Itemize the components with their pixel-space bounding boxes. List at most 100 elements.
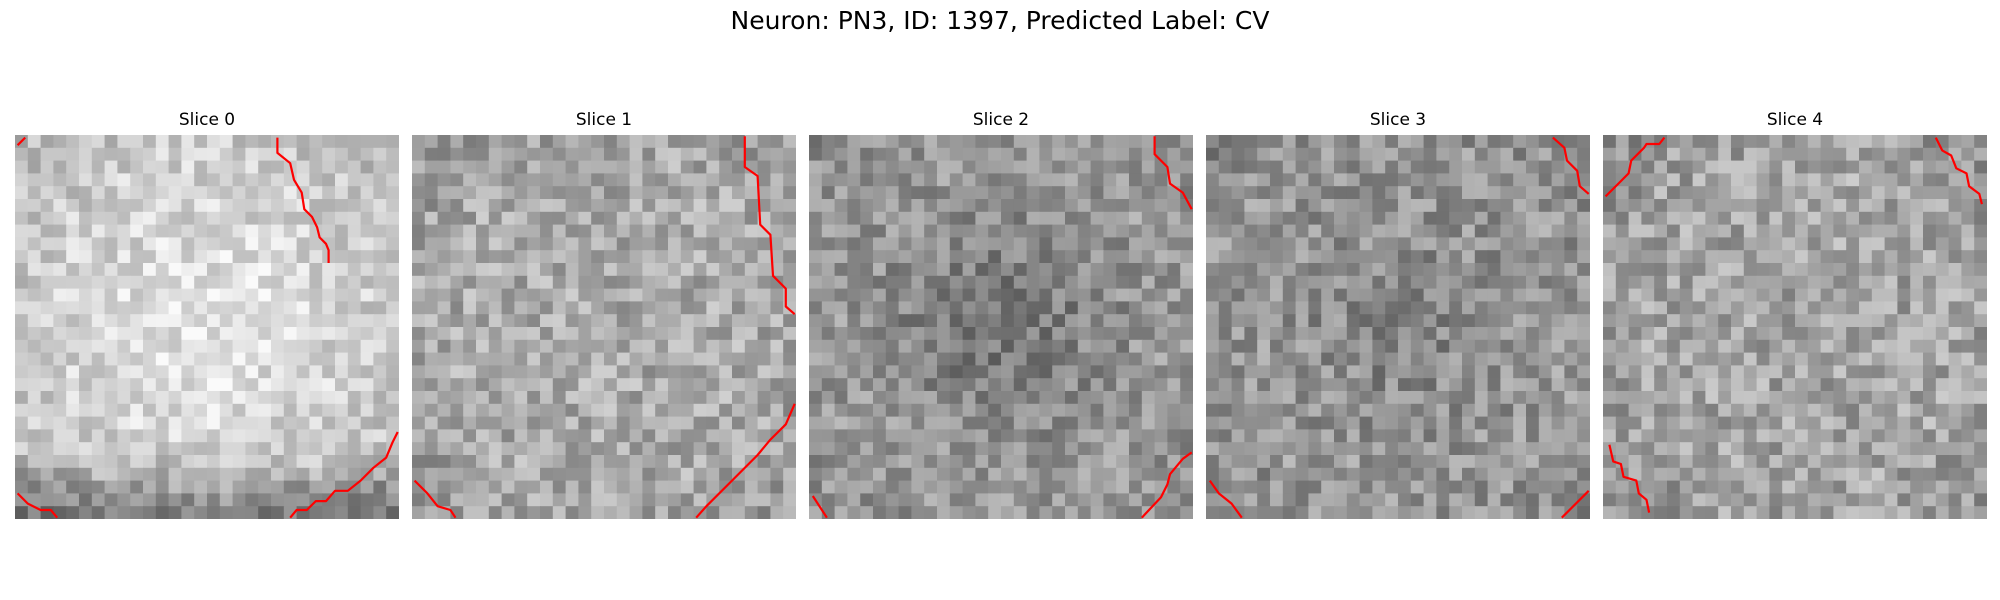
pixel-cell — [1833, 506, 1846, 519]
pixel-cell — [758, 250, 771, 263]
pixel-cell — [1744, 353, 1757, 366]
pixel-cell — [1347, 493, 1360, 506]
pixel-cell — [591, 161, 604, 174]
pixel-cell — [1693, 148, 1706, 161]
pixel-cell — [1782, 135, 1795, 148]
pixel-cell — [1449, 161, 1462, 174]
pixel-cell — [1757, 455, 1770, 468]
pixel-cell — [630, 301, 643, 314]
pixel-cell — [1718, 353, 1731, 366]
pixel-cell — [1705, 314, 1718, 327]
pixel-cell — [630, 161, 643, 174]
pixel-cell — [911, 340, 924, 353]
pixel-cell — [117, 365, 130, 378]
pixel-cell — [1693, 404, 1706, 417]
pixel-cell — [92, 391, 105, 404]
pixel-cell — [1052, 161, 1065, 174]
pixel-cell — [181, 225, 194, 238]
pixel-cell — [617, 340, 630, 353]
pixel-cell — [860, 276, 873, 289]
pixel-cell — [41, 161, 54, 174]
pixel-cell — [425, 404, 438, 417]
pixel-cell — [630, 378, 643, 391]
pixel-cell — [322, 455, 335, 468]
pixel-cell — [1103, 289, 1116, 302]
pixel-cell — [348, 263, 361, 276]
pixel-cell — [1283, 212, 1296, 225]
pixel-cell — [143, 340, 156, 353]
pixel-cell — [181, 148, 194, 161]
pixel-cell — [706, 237, 719, 250]
pixel-cell — [630, 212, 643, 225]
pixel-cell — [53, 429, 66, 442]
pixel-cell — [53, 250, 66, 263]
pixel-cell — [143, 442, 156, 455]
pixel-cell — [566, 481, 579, 494]
pixel-cell — [1091, 378, 1104, 391]
pixel-cell — [655, 289, 668, 302]
pixel-cell — [1039, 148, 1052, 161]
pixel-cell — [1872, 289, 1885, 302]
pixel-cell — [156, 455, 169, 468]
pixel-cell — [309, 135, 322, 148]
pixel-cell — [1833, 199, 1846, 212]
pixel-cell — [28, 237, 41, 250]
pixel-cell — [284, 225, 297, 238]
pixel-cell — [578, 404, 591, 417]
pixel-cell — [1795, 314, 1808, 327]
pixel-cell — [1718, 365, 1731, 378]
pixel-cell — [758, 173, 771, 186]
pixel-cell — [181, 314, 194, 327]
pixel-cell — [1564, 186, 1577, 199]
pixel-cell — [1654, 327, 1667, 340]
pixel-cell — [1705, 237, 1718, 250]
pixel-cell — [1167, 148, 1180, 161]
pixel-cell — [604, 327, 617, 340]
pixel-cell — [1513, 199, 1526, 212]
pixel-cell — [1910, 173, 1923, 186]
pixel-cell — [1180, 250, 1193, 263]
pixel-cell — [1744, 135, 1757, 148]
pixel-cell — [553, 327, 566, 340]
pixel-cell — [1769, 417, 1782, 430]
pixel-cell — [835, 212, 848, 225]
pixel-cell — [1629, 327, 1642, 340]
pixel-cell — [1500, 135, 1513, 148]
pixel-cell — [719, 135, 732, 148]
pixel-cell — [1693, 481, 1706, 494]
pixel-cell — [681, 173, 694, 186]
pixel-cell — [950, 301, 963, 314]
pixel-cell — [258, 340, 271, 353]
pixel-cell — [1885, 340, 1898, 353]
pixel-cell — [566, 301, 579, 314]
pixel-cell — [1961, 404, 1974, 417]
pixel-cell — [28, 455, 41, 468]
pixel-cell — [1462, 391, 1475, 404]
pixel-cell — [53, 212, 66, 225]
pixel-cell — [655, 186, 668, 199]
pixel-cell — [79, 263, 92, 276]
pixel-cell — [732, 404, 745, 417]
pixel-cell — [732, 173, 745, 186]
pixel-cell — [514, 455, 527, 468]
pixel-cell — [1577, 353, 1590, 366]
pixel-cell — [1757, 289, 1770, 302]
pixel-cell — [1808, 186, 1821, 199]
pixel-cell — [1296, 327, 1309, 340]
pixel-cell — [258, 186, 271, 199]
pixel-cell — [1744, 327, 1757, 340]
pixel-cell — [28, 404, 41, 417]
pixel-cell — [322, 135, 335, 148]
pixel-cell — [1949, 455, 1962, 468]
pixel-cell — [1641, 327, 1654, 340]
pixel-cell — [194, 161, 207, 174]
pixel-cell — [309, 340, 322, 353]
pixel-cell — [117, 314, 130, 327]
pixel-cell — [527, 314, 540, 327]
pixel-cell — [1936, 173, 1949, 186]
pixel-cell — [463, 468, 476, 481]
pixel-cell — [1232, 250, 1245, 263]
pixel-cell — [41, 404, 54, 417]
pixel-cell — [988, 429, 1001, 442]
pixel-cell — [1731, 225, 1744, 238]
